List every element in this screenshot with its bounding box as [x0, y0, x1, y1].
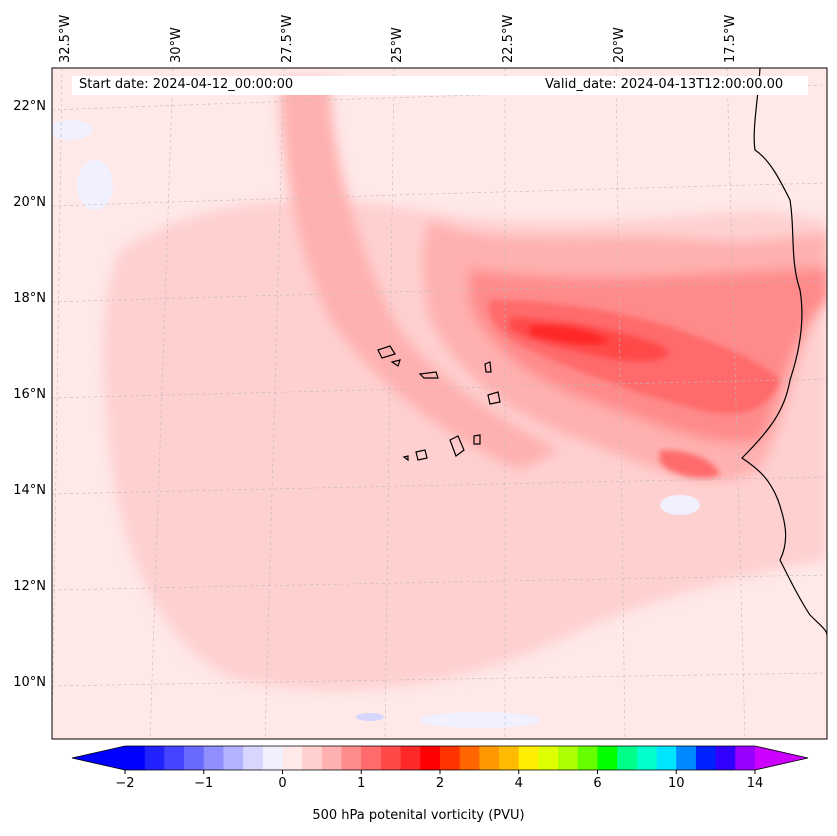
pv-field	[52, 68, 827, 739]
colorbar-segment	[184, 746, 205, 770]
coastlines	[377, 68, 827, 636]
colorbar-segment	[420, 746, 441, 770]
colorbar-segment	[144, 746, 165, 770]
lat-label: 20°N	[13, 195, 46, 210]
colorbar-title: 500 hPa potenital vorticity (PVU)	[312, 808, 525, 823]
colorbar-tick-label: 1	[357, 776, 366, 791]
colorbar-segment	[203, 746, 224, 770]
colorbar	[71, 745, 809, 774]
start-date-label: Start date: 2024-04-12_00:00:00	[79, 77, 294, 92]
lat-label: 16°N	[13, 387, 46, 402]
colorbar-segment	[656, 746, 677, 770]
colorbar-segment	[361, 746, 382, 770]
colorbar-segment	[282, 746, 303, 770]
colorbar-segment	[262, 746, 283, 770]
colorbar-segment	[479, 746, 500, 770]
lat-label: 22°N	[13, 99, 46, 114]
colorbar-segment	[577, 746, 598, 770]
colorbar-tick-label: 6	[593, 776, 602, 791]
colorbar-segment	[125, 746, 146, 770]
lon-label: 22.5°W	[501, 14, 516, 63]
info-box	[72, 76, 808, 95]
lon-label: 32.5°W	[58, 14, 73, 63]
lat-label: 12°N	[13, 579, 46, 594]
colorbar-segment	[735, 746, 756, 770]
colorbar-segment	[400, 746, 421, 770]
lon-label: 25°W	[390, 27, 405, 63]
colorbar-segment	[459, 746, 480, 770]
colorbar-tick-label: 4	[514, 776, 523, 791]
lon-label: 30°W	[169, 27, 184, 63]
lon-label: 20°W	[612, 27, 627, 63]
lat-label: 18°N	[13, 291, 46, 306]
colorbar-segment	[499, 746, 520, 770]
lat-label: 10°N	[13, 675, 46, 690]
colorbar-tick-label: 2	[435, 776, 445, 791]
colorbar-segment	[164, 746, 185, 770]
colorbar-segment	[243, 746, 264, 770]
colorbar-segment	[518, 746, 539, 770]
colorbar-tick-label: 10	[667, 776, 685, 791]
colorbar-tick-label: 14	[746, 776, 764, 791]
map-frame	[51, 67, 828, 740]
colorbar-tick-label: −1	[194, 776, 214, 791]
colorbar-segment	[676, 746, 697, 770]
colorbar-segment	[558, 746, 579, 770]
colorbar-segment	[636, 746, 658, 770]
lon-label: 27.5°W	[280, 14, 295, 63]
lon-label: 17.5°W	[723, 14, 738, 63]
graticule	[52, 68, 827, 739]
colorbar-segment	[597, 746, 618, 770]
colorbar-segment	[695, 746, 717, 770]
colorbar-segment	[538, 746, 559, 770]
colorbar-segment	[440, 746, 461, 770]
colorbar-segment	[341, 746, 362, 770]
colorbar-segment	[321, 746, 343, 770]
lat-label: 14°N	[13, 483, 46, 498]
colorbar-segment	[223, 746, 244, 770]
colorbar-under-arrow	[72, 746, 125, 770]
colorbar-tick-label: 0	[278, 776, 287, 791]
colorbar-tick-label: −2	[115, 776, 135, 791]
colorbar-segment	[380, 746, 402, 770]
colorbar-over-arrow	[755, 746, 808, 770]
colorbar-segment	[302, 746, 323, 770]
colorbar-segment	[715, 746, 736, 770]
valid-date-label: Valid_date: 2024-04-13T12:00:00.00	[545, 77, 784, 92]
colorbar-segment	[617, 746, 638, 770]
